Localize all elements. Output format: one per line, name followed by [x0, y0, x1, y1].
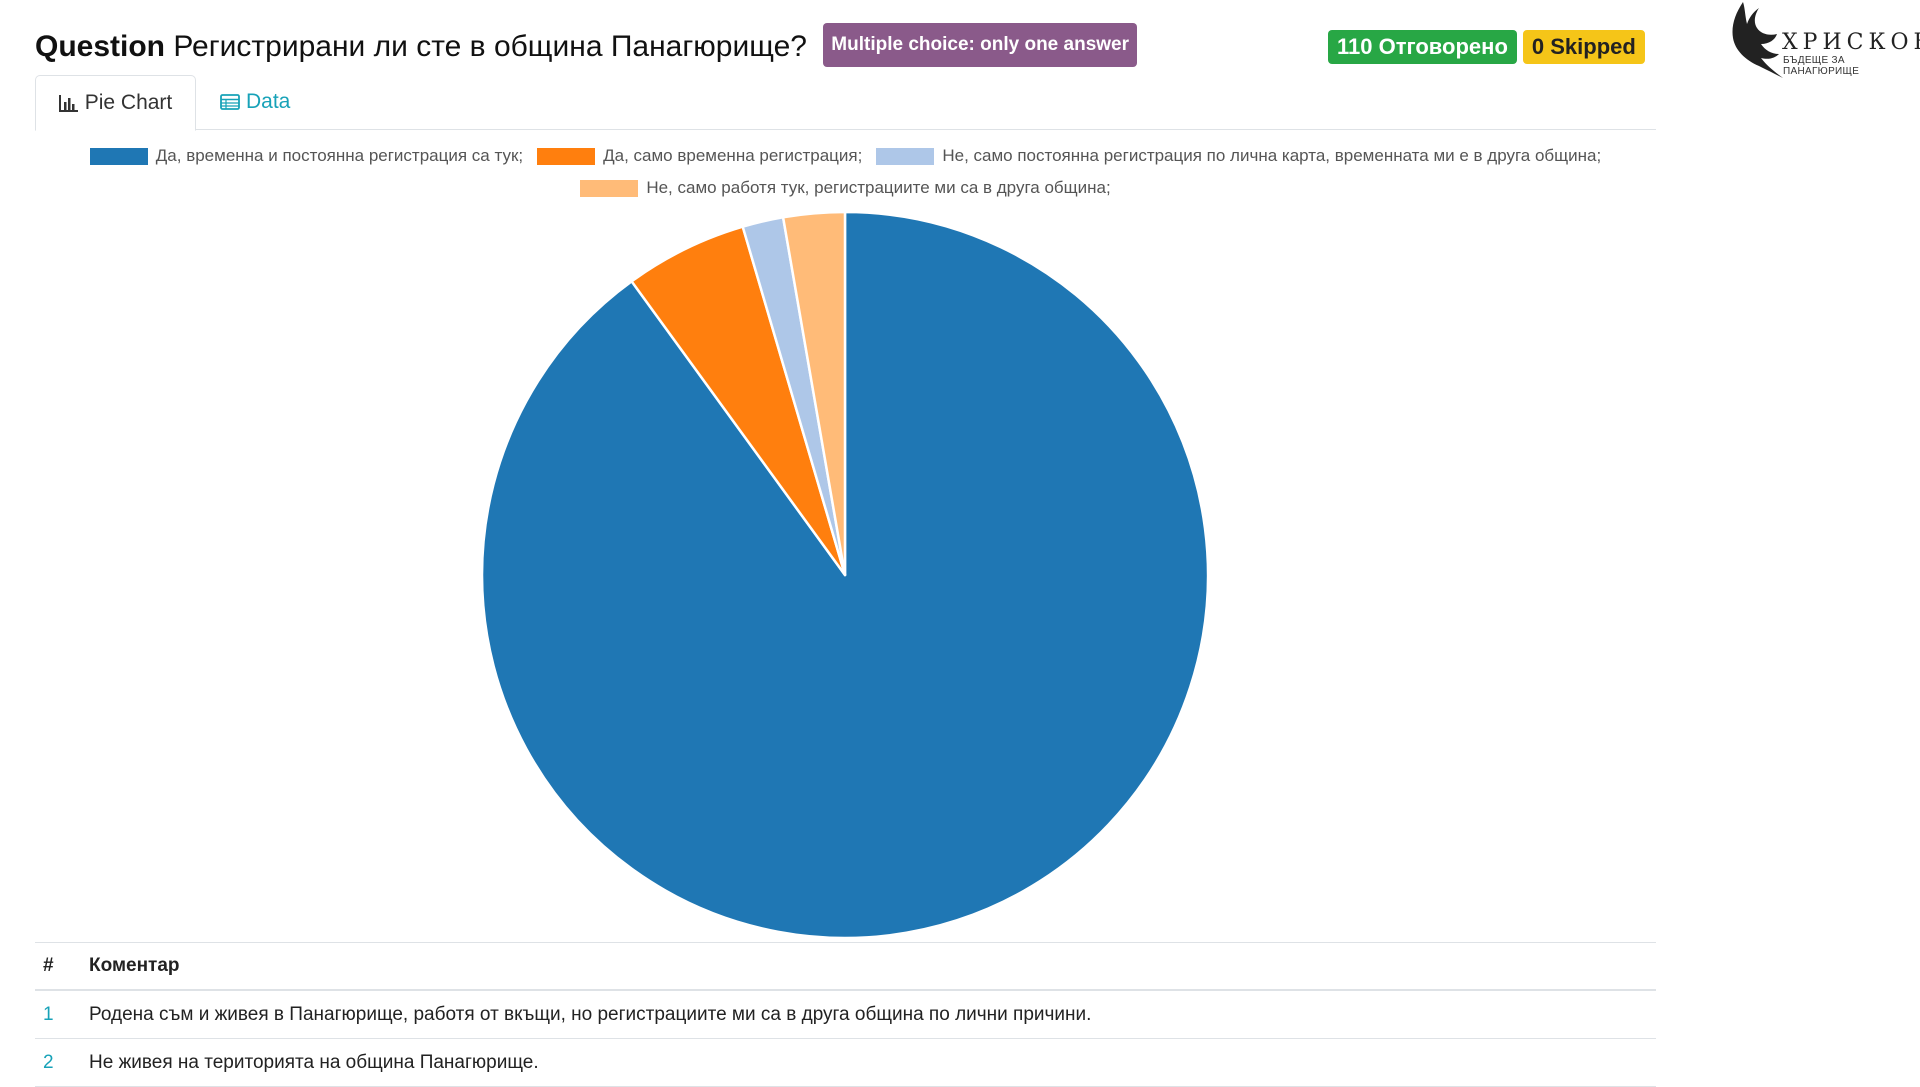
- tab-data-label: Data: [246, 90, 291, 113]
- response-stats: 110 Отговорено 0 Skipped: [1328, 30, 1645, 64]
- answered-badge: 110 Отговорено: [1328, 30, 1517, 64]
- row-number: 1: [35, 990, 88, 1039]
- chart-tabs: Pie Chart Data: [35, 75, 1656, 131]
- chart-legend: Да, временна и постоянна регистрация са …: [35, 140, 1656, 204]
- question-text: Регистрирани ли сте в община Панагюрище?: [173, 29, 807, 63]
- logo: ХРИСКОВ БЪДЕЩЕ ЗА ПАНАГЮРИЩЕ: [1725, 0, 1920, 80]
- tab-pie-chart[interactable]: Pie Chart: [35, 75, 196, 131]
- comments-table: # Коментар 1 Родена съм и живея в Панагю…: [35, 942, 1656, 1087]
- table-row: 1 Родена съм и живея в Панагюрище, работ…: [35, 990, 1656, 1039]
- skipped-badge: 0 Skipped: [1522, 30, 1645, 64]
- row-comment: Не живея на територията на община Панагю…: [88, 1038, 1656, 1087]
- tab-data[interactable]: Data: [220, 75, 290, 129]
- logo-name: ХРИСКОВ: [1782, 30, 1920, 55]
- legend-item-2[interactable]: Да, само временна регистрация;: [537, 146, 862, 166]
- logo-tagline: БЪДЕЩЕ ЗА ПАНАГЮРИЩЕ: [1783, 55, 1860, 77]
- pie-slice-4[interactable]: [781, 210, 847, 577]
- legend-item-1[interactable]: Да, временна и постоянна регистрация са …: [89, 146, 524, 166]
- legend-swatch-3: [876, 147, 935, 165]
- row-comment: Родена съм и живея в Панагюрище, работя …: [88, 990, 1656, 1039]
- column-header-comment: Коментар: [88, 942, 1656, 991]
- table-row: 2 Не живея на територията на община Пана…: [35, 1038, 1656, 1087]
- question-type-badge: Multiple choice: only one answer: [823, 23, 1138, 67]
- question-title: Question Регистрирани ли сте в община Па…: [35, 23, 1138, 70]
- legend-swatch-4: [580, 179, 639, 197]
- tab-pie-chart-label: Pie Chart: [84, 91, 173, 114]
- row-number: 2: [35, 1038, 88, 1087]
- legend-item-3[interactable]: Не, само постоянна регистрация по лична …: [876, 146, 1601, 166]
- question-label: Question: [35, 29, 166, 63]
- table-icon: [220, 94, 240, 110]
- legend-swatch-1: [89, 147, 148, 165]
- legend-item-4[interactable]: Не, само работя тук, регистрациите ми са…: [580, 178, 1111, 198]
- legend-label-3: Не, само постоянна регистрация по лична …: [942, 146, 1602, 165]
- question-header: Question Регистрирани ли сте в община Па…: [35, 22, 1885, 68]
- legend-row-1: Да, временна и постоянна регистрация са …: [35, 140, 1656, 172]
- legend-row-2: Не, само работя тук, регистрациите ми са…: [35, 172, 1656, 204]
- legend-swatch-2: [537, 147, 596, 165]
- legend-label-1: Да, временна и постоянна регистрация са …: [155, 146, 524, 165]
- table-header-row: # Коментар: [35, 942, 1656, 991]
- bird-logo-icon: [1732, 2, 1783, 78]
- legend-label-4: Не, само работя тук, регистрациите ми са…: [646, 178, 1111, 197]
- bar-chart-icon: [58, 95, 78, 112]
- legend-label-2: Да, само временна регистрация;: [603, 146, 863, 165]
- column-header-number: #: [35, 942, 88, 991]
- pie-chart: [480, 210, 1210, 940]
